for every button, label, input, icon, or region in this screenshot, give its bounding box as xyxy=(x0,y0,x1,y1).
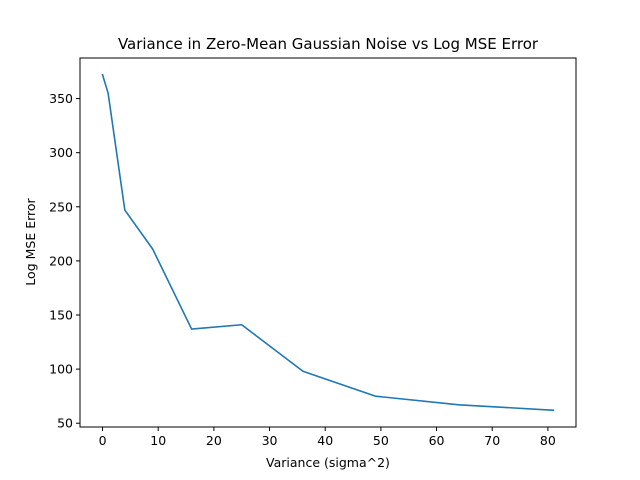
plot-area xyxy=(101,73,555,412)
y-tick-label: 350 xyxy=(49,91,73,106)
y-tick-label: 300 xyxy=(49,145,73,160)
axes-frame xyxy=(79,57,577,428)
y-tick-label: 50 xyxy=(57,416,73,431)
x-tick-label: 60 xyxy=(429,433,445,448)
x-axis-label: Variance (sigma^2) xyxy=(266,455,390,470)
chart-title: Variance in Zero-Mean Gaussian Noise vs … xyxy=(118,35,539,53)
x-tick-label: 50 xyxy=(373,433,389,448)
x-tick-label: 80 xyxy=(540,433,556,448)
series-line xyxy=(101,73,555,412)
y-tick-label: 200 xyxy=(49,253,73,268)
y-tick-label: 150 xyxy=(49,308,73,323)
x-tick-label: 10 xyxy=(150,433,166,448)
x-tick-label: 30 xyxy=(262,433,278,448)
y-tick-label: 250 xyxy=(49,199,73,214)
y-tick-label: 100 xyxy=(49,362,73,377)
x-tick-label: 40 xyxy=(317,433,333,448)
x-tick-label: 20 xyxy=(206,433,222,448)
y-axis-label: Log MSE Error xyxy=(23,197,38,285)
x-tick-label: 0 xyxy=(99,433,107,448)
x-tick-label: 70 xyxy=(484,433,500,448)
